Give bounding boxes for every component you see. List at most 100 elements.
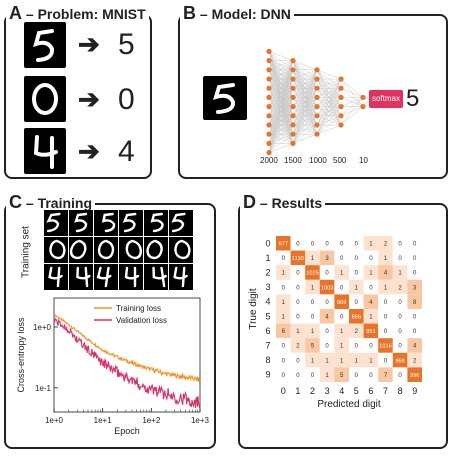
dnn-node — [266, 122, 272, 128]
arrow-icon: ➔ — [78, 136, 100, 166]
confusion-cell — [349, 236, 364, 251]
training-digit-image — [44, 210, 68, 236]
confusion-value: 0 — [384, 300, 388, 306]
panel-b-letter: B — [183, 3, 196, 23]
dnn-node — [338, 85, 344, 91]
confusion-value: 0 — [296, 358, 300, 364]
softmax-box: softmax — [369, 90, 403, 108]
dnn-node — [266, 131, 272, 137]
dnn-node — [290, 76, 296, 82]
confusion-value: 0 — [384, 315, 388, 321]
confusion-cell — [363, 265, 379, 280]
dnn-node — [360, 94, 366, 100]
confusion-value: 1 — [296, 329, 300, 335]
confusion-cell — [290, 236, 306, 251]
confusion-value: 0 — [398, 256, 402, 262]
dnn-connection — [292, 106, 318, 144]
dnn-node — [338, 113, 344, 119]
dnn-connection — [316, 78, 342, 126]
row-tick-label: 2 — [265, 268, 270, 278]
training-digit-glyph — [46, 212, 61, 233]
layer-size-label: 500 — [333, 156, 347, 165]
dnn-node — [266, 150, 272, 156]
confusion-value: 0 — [296, 373, 300, 379]
confusion-matrix: 977 0 0 0 0 0 1 2 0 00 1130 1 3 0 0 0 1 0 01 0 1025 0 1 0 1 4 1 00 0… — [248, 236, 422, 410]
panel-d-title: D – Results — [240, 193, 326, 211]
training-digit-image — [144, 264, 168, 290]
row-tick-label: 3 — [265, 282, 270, 292]
training-digit-image — [119, 210, 143, 236]
confusion-cell — [334, 323, 349, 339]
x-tick-label: 1e+0 — [45, 416, 64, 425]
confusion-value: 1 — [282, 300, 286, 306]
dnn-node — [338, 104, 344, 110]
confusion-cell — [392, 367, 408, 382]
confusion-value: 0 — [340, 242, 344, 248]
col-tick-label: 9 — [412, 386, 417, 396]
training-digit-stroke — [46, 212, 61, 233]
training-digit-glyph — [146, 239, 163, 260]
training-digit-glyph — [152, 266, 167, 288]
confusion-cell — [349, 367, 364, 382]
row-tick-label: 6 — [265, 326, 270, 336]
confusion-value: 1 — [355, 285, 359, 291]
confusion-value: 0 — [311, 373, 315, 379]
confusion-value: 1 — [282, 271, 286, 277]
confusion-cell — [305, 323, 320, 339]
confusion-cell — [319, 338, 335, 353]
confusion-value: 1 — [311, 285, 315, 291]
training-digit-glyph — [76, 266, 91, 288]
confusion-value: 4 — [413, 344, 417, 350]
dnn-node — [338, 76, 344, 82]
confusion-value: 0 — [413, 329, 417, 335]
dnn-connection — [316, 69, 342, 80]
training-digit-stroke — [125, 239, 143, 260]
training-digit-image — [119, 264, 143, 290]
dnn-node — [266, 58, 272, 64]
confusion-value: 0 — [369, 344, 373, 350]
confusion-value: 2 — [355, 329, 359, 335]
x-tick-label: 1e+1 — [94, 416, 113, 425]
dnn-connection — [268, 60, 294, 135]
confusion-cell — [378, 279, 393, 295]
dnn-connection — [316, 78, 342, 98]
training-digit-glyph — [69, 239, 87, 260]
dnn-connection — [268, 60, 294, 144]
col-tick-label: 0 — [281, 386, 286, 396]
confusion-cell — [407, 352, 422, 368]
training-digit-stroke — [49, 239, 66, 260]
dnn-connection — [268, 88, 294, 153]
confusion-value: 1 — [384, 285, 388, 291]
confusion-cell — [334, 279, 349, 295]
confusion-cell — [276, 309, 291, 324]
dnn-connection — [268, 51, 294, 61]
confusion-value: 0 — [369, 256, 373, 262]
confusion-value: 0 — [413, 242, 417, 248]
confusion-cell — [392, 338, 408, 353]
confusion-cell — [407, 294, 422, 309]
training-digit-stroke — [173, 266, 188, 288]
dnn-connection — [292, 69, 318, 135]
confusion-cell — [392, 236, 408, 251]
confusion-value: 0 — [296, 242, 300, 248]
confusion-cell — [349, 309, 364, 324]
confusion-cell — [319, 294, 335, 309]
dnn-connection — [268, 124, 294, 153]
panel-c-letter: C — [9, 192, 22, 212]
x-tick-label: 1e+3 — [191, 416, 210, 425]
confusion-value: 0 — [340, 285, 344, 291]
confusion-value: 8 — [413, 300, 417, 306]
training-digit-stroke — [76, 266, 91, 288]
confusion-cell — [305, 236, 320, 251]
arrow-icon: ➔ — [78, 84, 100, 114]
confusion-cell — [349, 338, 364, 353]
dnn-connection — [292, 69, 318, 80]
confusion-value: 951 — [366, 329, 375, 335]
training-digit-image — [94, 237, 118, 263]
y-tick-label: 1e+0 — [33, 323, 52, 332]
dnn-connection — [316, 88, 342, 135]
confusion-cell — [305, 367, 320, 382]
training-digit-stroke — [101, 212, 116, 233]
layer-size-label: 1500 — [284, 156, 302, 165]
confusion-value: 0 — [398, 329, 402, 335]
